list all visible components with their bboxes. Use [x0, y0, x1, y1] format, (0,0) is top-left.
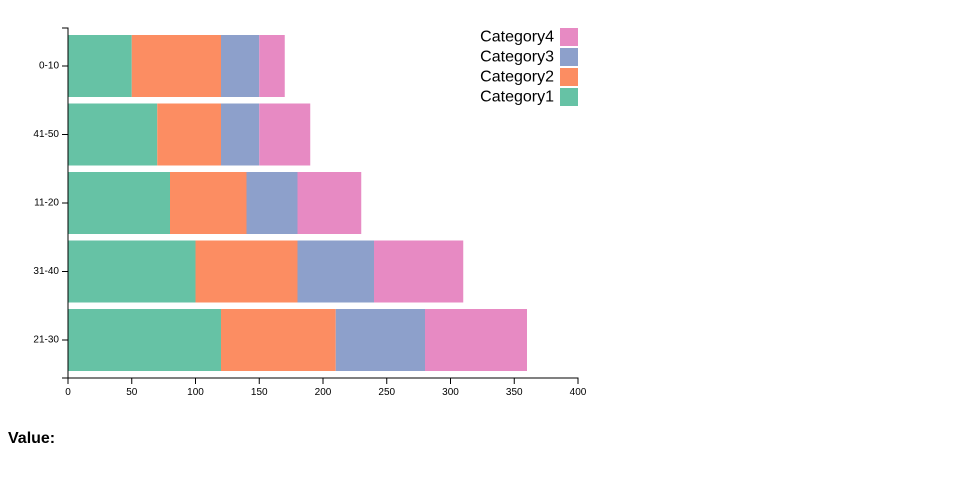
legend: Category4 Category3 Category2 Category1 [480, 28, 578, 106]
bar-11-20-category1[interactable] [68, 172, 170, 234]
legend-label-category1: Category1 [480, 89, 554, 106]
bar-31-40-category2[interactable] [195, 240, 298, 303]
bar-21-30-category2[interactable] [221, 309, 336, 371]
legend-swatch-category2 [560, 68, 578, 86]
legend-label-category4: Category4 [480, 29, 554, 46]
x-tick-label-400: 400 [570, 387, 587, 398]
y-tick-label-21-30: 21-30 [33, 335, 59, 346]
x-tick-label-300: 300 [442, 387, 459, 398]
x-tick-label-50: 50 [126, 387, 138, 398]
legend-swatch-category4 [560, 28, 578, 46]
y-tick-label-41-50: 41-50 [33, 129, 59, 140]
x-tick-label-0: 0 [65, 387, 71, 398]
value-readout-label: Value: [8, 430, 56, 447]
bar-0-10-category1[interactable] [68, 35, 132, 97]
y-tick-label-31-40: 31-40 [33, 266, 59, 277]
bar-0-10-category2[interactable] [131, 35, 221, 97]
bar-0-10-category4[interactable] [259, 35, 285, 97]
bar-41-50-category4[interactable] [259, 103, 311, 166]
x-tick-label-350: 350 [506, 387, 523, 398]
bar-21-30-category4[interactable] [425, 309, 527, 371]
bars-layer [68, 35, 527, 371]
legend-item-category3[interactable]: Category3 [480, 48, 578, 66]
legend-item-category4[interactable]: Category4 [480, 28, 578, 46]
y-tick-label-0-10: 0-10 [39, 61, 59, 72]
legend-swatch-category1 [560, 88, 578, 106]
legend-label-category3: Category3 [480, 49, 554, 66]
x-tick-label-200: 200 [315, 387, 332, 398]
bar-41-50-category2[interactable] [157, 103, 221, 166]
x-tick-label-250: 250 [378, 387, 395, 398]
legend-label-category2: Category2 [480, 69, 554, 86]
bar-0-10-category3[interactable] [221, 35, 260, 97]
legend-swatch-category3 [560, 48, 578, 66]
bar-11-20-category3[interactable] [246, 172, 298, 234]
x-tick-label-100: 100 [187, 387, 204, 398]
legend-item-category2[interactable]: Category2 [480, 68, 578, 86]
bar-21-30-category1[interactable] [68, 309, 221, 371]
bar-21-30-category3[interactable] [335, 309, 425, 371]
y-axis: 0-10 41-50 11-20 31-40 21-30 [33, 27, 69, 379]
bar-41-50-category1[interactable] [68, 103, 158, 166]
bar-31-40-category4[interactable] [374, 240, 464, 303]
bar-31-40-category1[interactable] [68, 240, 196, 303]
legend-item-category1[interactable]: Category1 [480, 88, 578, 106]
x-axis: 0 50 100 150 200 250 300 350 400 [65, 377, 587, 398]
bar-11-20-category2[interactable] [170, 172, 247, 234]
y-tick-label-11-20: 11-20 [34, 198, 59, 209]
x-tick-label-150: 150 [251, 387, 268, 398]
bar-11-20-category4[interactable] [297, 172, 362, 234]
bar-41-50-category3[interactable] [221, 103, 260, 166]
bar-31-40-category3[interactable] [297, 240, 375, 303]
